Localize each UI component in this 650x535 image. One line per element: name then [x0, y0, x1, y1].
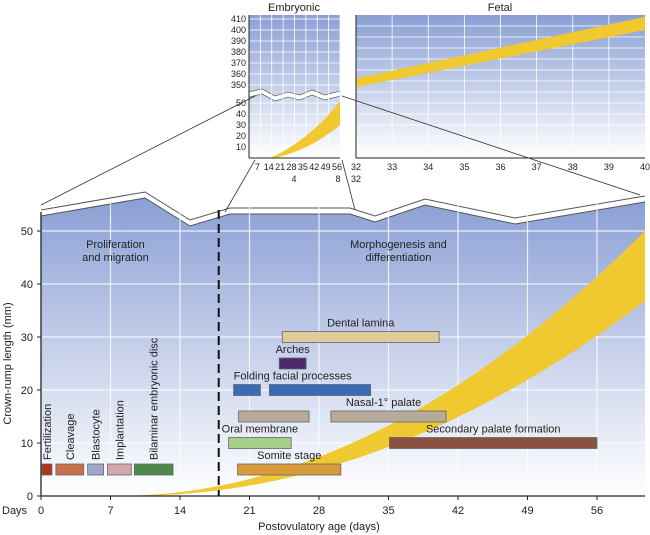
bar-label: Somite stage [257, 450, 321, 462]
y-tick-label: 390 [231, 36, 246, 46]
phase-label-line: Morphogenesis and [350, 239, 447, 251]
x-axis-prefix: Days [2, 505, 28, 517]
embryonic-inset: 3503603703803904004101020304050714212835… [231, 2, 361, 184]
y-tick-label: 40 [21, 279, 33, 291]
x-tick-label: 0 [38, 505, 44, 517]
phase-label-line: and migration [82, 252, 149, 264]
growth-band [115, 230, 645, 496]
bar-label: Fertilization [42, 404, 54, 460]
bar-label: Secondary palate formation [426, 424, 561, 436]
x-secondary-label: 4 [291, 174, 296, 184]
x-tick-label: 42 [309, 162, 319, 172]
x-tick-label: 14 [174, 505, 186, 517]
bar-label: Folding facial processes [234, 371, 353, 383]
x-tick-label: 21 [275, 162, 285, 172]
y-tick-label: 360 [231, 69, 246, 79]
y-tick-label: 400 [231, 25, 246, 35]
y-tick-label: 20 [236, 131, 246, 141]
timeline-bar [87, 463, 104, 476]
y-tick-label: 370 [231, 58, 246, 68]
y-tick-label: 0 [27, 491, 33, 503]
growth-band [356, 16, 645, 88]
corner-label: 32 [351, 174, 361, 184]
bar-label: Arches [276, 344, 311, 356]
x-tick-label: 56 [332, 162, 342, 172]
timeline-bar [268, 384, 372, 396]
bar-label: Blastocyte [91, 409, 103, 460]
bar-label: Nasal-1° palate [346, 397, 421, 409]
timeline-bar [228, 437, 292, 449]
y-tick-label: 10 [21, 438, 33, 450]
connector-line [341, 95, 641, 196]
x-axis-label: Postovulatory age (days) [258, 521, 380, 533]
x-tick-label: 49 [521, 505, 533, 517]
timeline-bar [278, 357, 307, 370]
x-tick-label: 34 [423, 162, 433, 172]
x-tick-label: 38 [568, 162, 578, 172]
axis-break-line [40, 197, 646, 227]
x-tick-label: 49 [321, 162, 331, 172]
connector-line [40, 95, 256, 206]
bar-label: Dental lamina [327, 318, 395, 330]
inset-title: Embryonic [268, 2, 320, 14]
y-axis-label: Crown-rump length (mm) [2, 302, 14, 424]
y-tick-label: 40 [236, 109, 246, 119]
phase-label: Proliferation and migration [82, 239, 149, 264]
y-tick-label: 350 [231, 80, 246, 90]
y-tick-label: 20 [21, 385, 33, 397]
x-tick-label: 7 [107, 505, 113, 517]
timeline-bar [281, 331, 440, 343]
y-tick-label: 410 [231, 14, 246, 24]
x-tick-label: 56 [591, 505, 603, 517]
timeline-bar [107, 463, 132, 476]
x-tick-label: 28 [313, 505, 325, 517]
x-tick-label: 32 [351, 162, 361, 172]
x-tick-label: 28 [286, 162, 296, 172]
x-tick-label: 36 [495, 162, 505, 172]
timeline-bar [330, 410, 447, 423]
y-tick-label: 30 [21, 332, 33, 344]
x-tick-label: 39 [604, 162, 614, 172]
timeline-bar [133, 463, 174, 476]
x-tick-label: 40 [640, 162, 650, 172]
timeline-bar [41, 463, 53, 476]
x-tick-label: 7 [255, 162, 260, 172]
phase-label: Morphogenesis and differentiation [350, 239, 447, 264]
x-tick-label: 35 [298, 162, 308, 172]
x-tick-label: 35 [382, 505, 394, 517]
y-tick-label: 50 [21, 226, 33, 238]
phase-label-line: Proliferation [86, 239, 145, 251]
bar-label: Cleavage [65, 414, 77, 460]
x-tick-label: 35 [459, 162, 469, 172]
growth-band [270, 101, 340, 158]
x-tick-label: 14 [264, 162, 274, 172]
timeline-bar [238, 410, 310, 423]
x-tick-label: 33 [387, 162, 397, 172]
timeline-bar [237, 463, 342, 476]
timeline-bar [389, 437, 598, 449]
fetal-inset: 32 33 34 35 36 37 38 39 40 Fetal [351, 2, 650, 172]
x-tick-label: 42 [452, 505, 464, 517]
bar-label: Bilaminar embryonic disc [149, 337, 161, 460]
phase-label-line: differentiation [365, 252, 431, 264]
x-tick-label: 21 [243, 505, 255, 517]
plot-background [41, 198, 645, 496]
timeline-bar [233, 384, 261, 396]
y-tick-label: 380 [231, 47, 246, 57]
connector-line [224, 159, 256, 213]
connector-line [341, 159, 356, 211]
y-tick-label: 10 [236, 142, 246, 152]
x-tick-label: 37 [532, 162, 542, 172]
axis-break-line [40, 191, 646, 221]
y-tick-label: 30 [236, 120, 246, 130]
inset-title: Fetal [488, 2, 512, 14]
bar-label: Implantation [114, 400, 126, 460]
timeline-bar [55, 463, 85, 476]
x-secondary-label: 8 [335, 174, 340, 184]
bar-label: Oral membrane [222, 424, 298, 436]
